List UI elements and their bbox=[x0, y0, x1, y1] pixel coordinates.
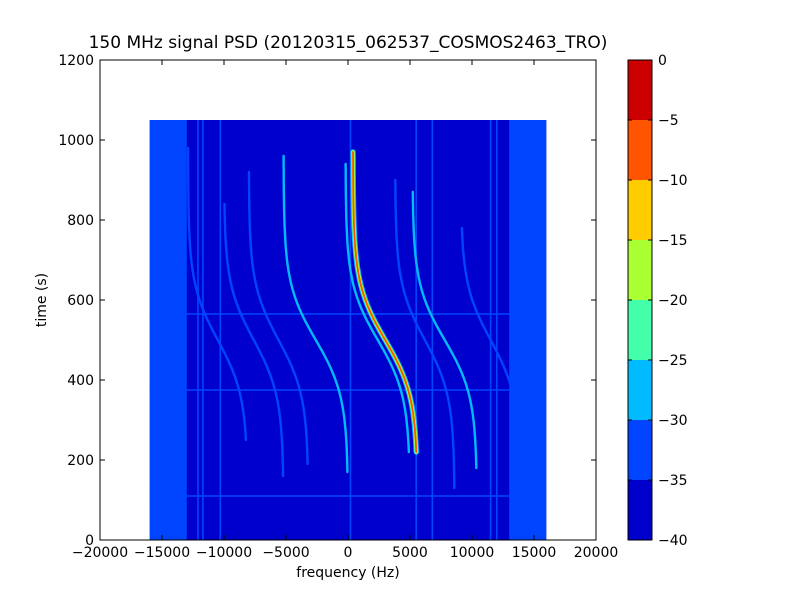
colorbar-segment bbox=[628, 360, 652, 420]
x-tick-label: 0 bbox=[344, 545, 353, 561]
y-axis: 0 200 400 600 800 1000 1200 bbox=[58, 53, 596, 549]
colorbar-segment bbox=[628, 300, 652, 360]
colorbar-segment bbox=[628, 60, 652, 120]
x-tick-label: −15000 bbox=[134, 545, 190, 561]
doppler-trace bbox=[186, 146, 248, 442]
y-tick-label: 0 bbox=[85, 533, 94, 549]
doppler-trace bbox=[223, 202, 285, 478]
colorbar-tick-label: −35 bbox=[658, 473, 688, 489]
doppler-trace bbox=[460, 226, 518, 418]
y-tick-label: 1000 bbox=[58, 133, 94, 149]
doppler-trace bbox=[344, 162, 410, 454]
colorbar-segment bbox=[628, 240, 652, 300]
x-tick-label: −20000 bbox=[72, 545, 128, 561]
colorbar-tick-label: −15 bbox=[658, 233, 688, 249]
x-tick-label: 10000 bbox=[450, 545, 495, 561]
colorbar-segment bbox=[628, 120, 652, 180]
colorbar-tick-label: −30 bbox=[658, 413, 688, 429]
x-axis: −20000 −15000 −10000 −5000 0 5000 10000 15000 20… bbox=[72, 60, 618, 561]
y-axis-label: time (s) bbox=[34, 273, 50, 327]
doppler-trace bbox=[411, 190, 478, 470]
doppler-trace bbox=[352, 151, 418, 453]
x-tick-label: −10000 bbox=[196, 545, 252, 561]
doppler-trace bbox=[394, 178, 456, 490]
heatmap-background bbox=[186, 120, 510, 540]
chart-title: 150 MHz signal PSD (20120315_062537_COSM… bbox=[89, 33, 608, 53]
colorbar-tick-label: −5 bbox=[658, 113, 679, 129]
x-axis-label: frequency (Hz) bbox=[296, 565, 399, 581]
colorbar: −40 −35 −30 −25 −20 −15 −10 −5 0 bbox=[627, 53, 688, 549]
y-tick-label: 400 bbox=[67, 373, 94, 389]
colorbar-tick-label: −40 bbox=[658, 533, 688, 549]
colorbar-tick-label: −10 bbox=[658, 173, 688, 189]
x-tick-label: 15000 bbox=[512, 545, 557, 561]
doppler-trace bbox=[282, 154, 349, 474]
y-tick-label: 200 bbox=[67, 453, 94, 469]
colorbar-segment bbox=[628, 420, 652, 480]
x-tick-label: 5000 bbox=[392, 545, 428, 561]
x-tick-label: −5000 bbox=[262, 545, 309, 561]
colorbar-tick-label: 0 bbox=[658, 53, 667, 69]
colorbar-tick-label: −20 bbox=[658, 293, 688, 309]
y-tick-label: 1200 bbox=[58, 53, 94, 69]
doppler-trace bbox=[247, 170, 309, 466]
colorbar-tick-label: −25 bbox=[658, 353, 688, 369]
heatmap-image bbox=[149, 120, 547, 540]
x-tick-label: 20000 bbox=[574, 545, 619, 561]
colorbar-segment bbox=[628, 180, 652, 240]
y-tick-label: 800 bbox=[67, 213, 94, 229]
y-tick-label: 600 bbox=[67, 293, 94, 309]
plot-area: −20000 −15000 −10000 −5000 0 5000 10000 15000 20… bbox=[58, 53, 618, 561]
colorbar-segment bbox=[628, 480, 652, 540]
